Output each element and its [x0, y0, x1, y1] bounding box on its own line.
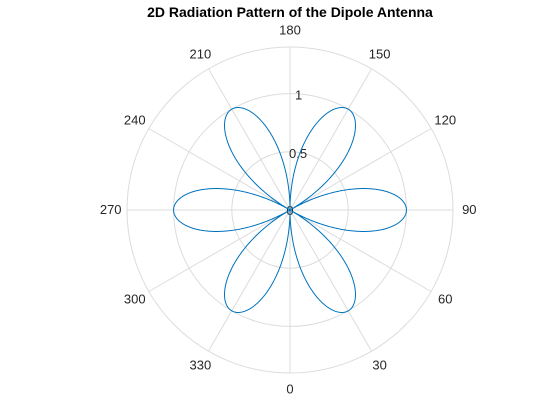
grid-spoke: [208, 209, 291, 352]
grid-spoke: [289, 128, 432, 211]
theta-tick-label: 180: [279, 23, 301, 38]
grid-spoke: [148, 128, 291, 211]
theta-tick-label: 330: [189, 357, 211, 372]
theta-tick-label: 90: [462, 202, 476, 217]
theta-tick-label: 30: [372, 357, 386, 372]
r-tick-label: 0.5: [289, 146, 307, 161]
theta-tick-label: 210: [189, 47, 211, 62]
radiation-pattern-line: [173, 107, 407, 313]
theta-tick-label: 60: [438, 292, 452, 307]
theta-tick-label: 240: [124, 112, 146, 127]
theta-tick-label: 270: [100, 202, 122, 217]
grid-spoke: [289, 209, 432, 292]
grid-spoke: [208, 68, 291, 211]
r-tick-label: 1: [295, 88, 302, 103]
theta-tick-label: 150: [369, 47, 391, 62]
theta-tick-label: 120: [434, 112, 456, 127]
grid-spoke: [289, 209, 372, 352]
grid-spoke: [289, 68, 372, 211]
grid-spoke: [148, 209, 291, 292]
series-layer: [173, 107, 407, 313]
theta-tick-label: 300: [124, 292, 146, 307]
chart-title: 2D Radiation Pattern of the Dipole Anten…: [147, 4, 433, 20]
polar-grid: [126, 46, 454, 374]
theta-tick-label: 0: [286, 381, 293, 396]
